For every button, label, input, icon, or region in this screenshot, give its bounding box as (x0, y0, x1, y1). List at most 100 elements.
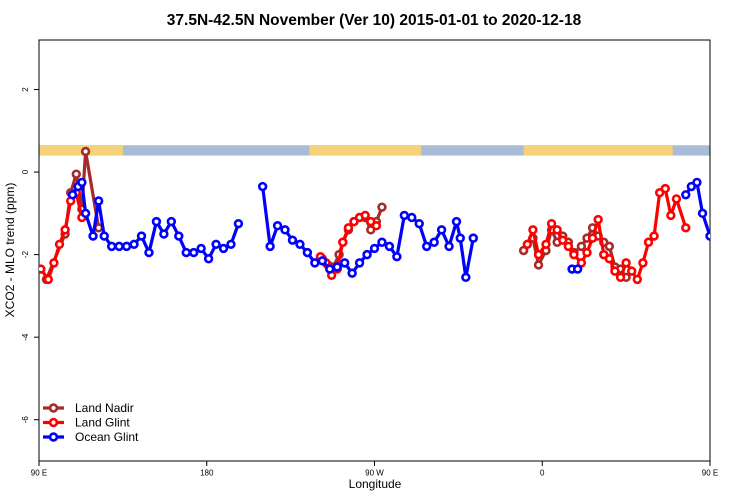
data-point (332, 262, 342, 272)
data-point (166, 216, 177, 227)
data-point (615, 272, 626, 283)
legend-item: Land Glint (43, 416, 130, 430)
data-point (621, 258, 631, 268)
data-point (638, 258, 648, 268)
data-point (681, 223, 691, 233)
y-axis-label: XCO2 - MLO trend (ppm) (3, 183, 17, 318)
series-line-segment (652, 191, 662, 238)
data-point (203, 254, 214, 264)
data-point (99, 231, 109, 241)
data-point (528, 225, 538, 235)
data-point (705, 231, 710, 241)
data-point (174, 231, 184, 241)
data-point (371, 221, 382, 231)
data-point (347, 268, 357, 278)
land-band-segment (710, 145, 750, 155)
series-line-segment (721, 236, 728, 246)
series-line-segment (395, 213, 406, 259)
series-line-segment (458, 236, 468, 279)
data-point (681, 190, 691, 200)
data-point (610, 266, 620, 276)
data-point (80, 208, 91, 219)
data-point (377, 237, 387, 247)
data-point (226, 239, 236, 250)
data-point (377, 202, 387, 212)
data-point (563, 241, 574, 252)
data-point (733, 241, 740, 248)
y-tick-label: -2 (21, 251, 30, 259)
data-point (660, 183, 670, 194)
data-point (338, 237, 348, 247)
data-point (712, 198, 719, 205)
y-tick-label: -6 (21, 416, 30, 424)
data-point (121, 241, 132, 252)
data-point (533, 260, 544, 270)
data-point (558, 235, 568, 245)
data-point (692, 177, 702, 188)
data-point (54, 239, 65, 250)
data-point (552, 225, 562, 235)
data-point (77, 177, 87, 188)
legend-label: Land Glint (75, 416, 130, 430)
data-point (461, 272, 471, 283)
legend-item: Land Nadir (43, 401, 134, 415)
land-ocean-mask-band (39, 145, 750, 156)
data-point (541, 239, 551, 250)
legend-item: Ocean Glint (43, 430, 139, 444)
axes: 90 E 180 90 W 0 90 E 2 0 -2 -4 -6 (21, 87, 718, 478)
data-point (649, 231, 659, 241)
data-point (272, 221, 283, 231)
data-point (144, 247, 154, 258)
series-line-segment (97, 199, 106, 238)
data-point (421, 241, 432, 252)
data-point (151, 216, 162, 227)
data-point (257, 181, 268, 192)
data-point (189, 247, 199, 258)
data-point (80, 146, 91, 157)
series-ocean-glint (67, 177, 750, 283)
series-line-segment (147, 220, 159, 255)
series-line-segment (91, 199, 101, 238)
data-point (546, 218, 557, 229)
y-tick-label: -4 (21, 333, 30, 341)
data-point (136, 231, 147, 241)
legend-label: Ocean Glint (75, 430, 139, 444)
data-point (632, 274, 643, 285)
data-point (697, 208, 708, 219)
land-band-segment (39, 145, 123, 156)
data-point (576, 241, 587, 252)
data-point (280, 225, 290, 235)
data-point (196, 243, 206, 254)
data-point (392, 251, 402, 262)
series-line-segment (261, 184, 272, 248)
data-point (360, 210, 370, 221)
data-point (384, 241, 395, 252)
x-tick-label: 90 E (31, 469, 47, 478)
data-point (114, 241, 124, 252)
series-line-segment (716, 201, 722, 236)
data-point (310, 258, 320, 268)
y-tick-label: 0 (21, 169, 30, 174)
x-tick-label: 90 W (365, 469, 384, 478)
land-band-segment (523, 145, 673, 156)
data-point (49, 258, 59, 268)
data-point (317, 256, 328, 266)
data-point (343, 223, 354, 233)
data-point (233, 218, 244, 229)
legend-marker (48, 417, 59, 428)
data-point (302, 247, 313, 258)
data-point (718, 233, 725, 240)
data-point (407, 212, 417, 223)
data-point (71, 169, 81, 179)
data-point (60, 225, 70, 235)
data-point (181, 247, 191, 258)
data-point (582, 247, 592, 258)
data-point (455, 233, 465, 243)
data-point (604, 254, 615, 264)
series-line-segment (744, 242, 750, 244)
x-tick-label: 90 E (702, 469, 718, 478)
data-point (88, 231, 98, 241)
data-point (218, 243, 229, 254)
data-point (468, 233, 478, 243)
